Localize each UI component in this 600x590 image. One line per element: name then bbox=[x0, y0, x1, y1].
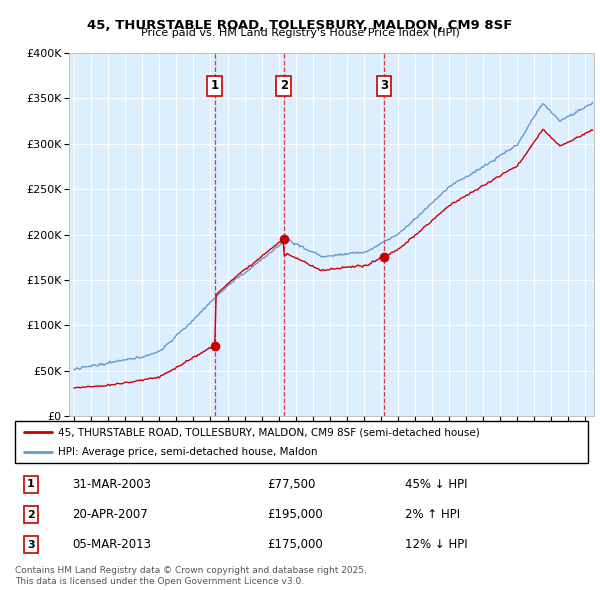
Text: 3: 3 bbox=[27, 540, 35, 550]
Text: 1: 1 bbox=[211, 79, 219, 92]
Text: Price paid vs. HM Land Registry's House Price Index (HPI): Price paid vs. HM Land Registry's House … bbox=[140, 28, 460, 38]
Text: 2: 2 bbox=[27, 510, 35, 520]
Text: 3: 3 bbox=[380, 79, 388, 92]
Text: 45% ↓ HPI: 45% ↓ HPI bbox=[404, 478, 467, 491]
Text: 45, THURSTABLE ROAD, TOLLESBURY, MALDON, CM9 8SF (semi-detached house): 45, THURSTABLE ROAD, TOLLESBURY, MALDON,… bbox=[58, 427, 480, 437]
Text: This data is licensed under the Open Government Licence v3.0.: This data is licensed under the Open Gov… bbox=[15, 577, 304, 586]
Text: 45, THURSTABLE ROAD, TOLLESBURY, MALDON, CM9 8SF: 45, THURSTABLE ROAD, TOLLESBURY, MALDON,… bbox=[88, 19, 512, 32]
Text: 31-MAR-2003: 31-MAR-2003 bbox=[73, 478, 151, 491]
Text: 1: 1 bbox=[27, 480, 35, 489]
Text: Contains HM Land Registry data © Crown copyright and database right 2025.: Contains HM Land Registry data © Crown c… bbox=[15, 566, 367, 575]
Text: 12% ↓ HPI: 12% ↓ HPI bbox=[404, 538, 467, 551]
Text: £77,500: £77,500 bbox=[267, 478, 316, 491]
Text: £175,000: £175,000 bbox=[267, 538, 323, 551]
Text: 2% ↑ HPI: 2% ↑ HPI bbox=[404, 508, 460, 521]
Text: £195,000: £195,000 bbox=[267, 508, 323, 521]
Text: 20-APR-2007: 20-APR-2007 bbox=[73, 508, 148, 521]
Text: 2: 2 bbox=[280, 79, 288, 92]
FancyBboxPatch shape bbox=[15, 421, 588, 463]
Text: 05-MAR-2013: 05-MAR-2013 bbox=[73, 538, 151, 551]
Text: HPI: Average price, semi-detached house, Maldon: HPI: Average price, semi-detached house,… bbox=[58, 447, 317, 457]
